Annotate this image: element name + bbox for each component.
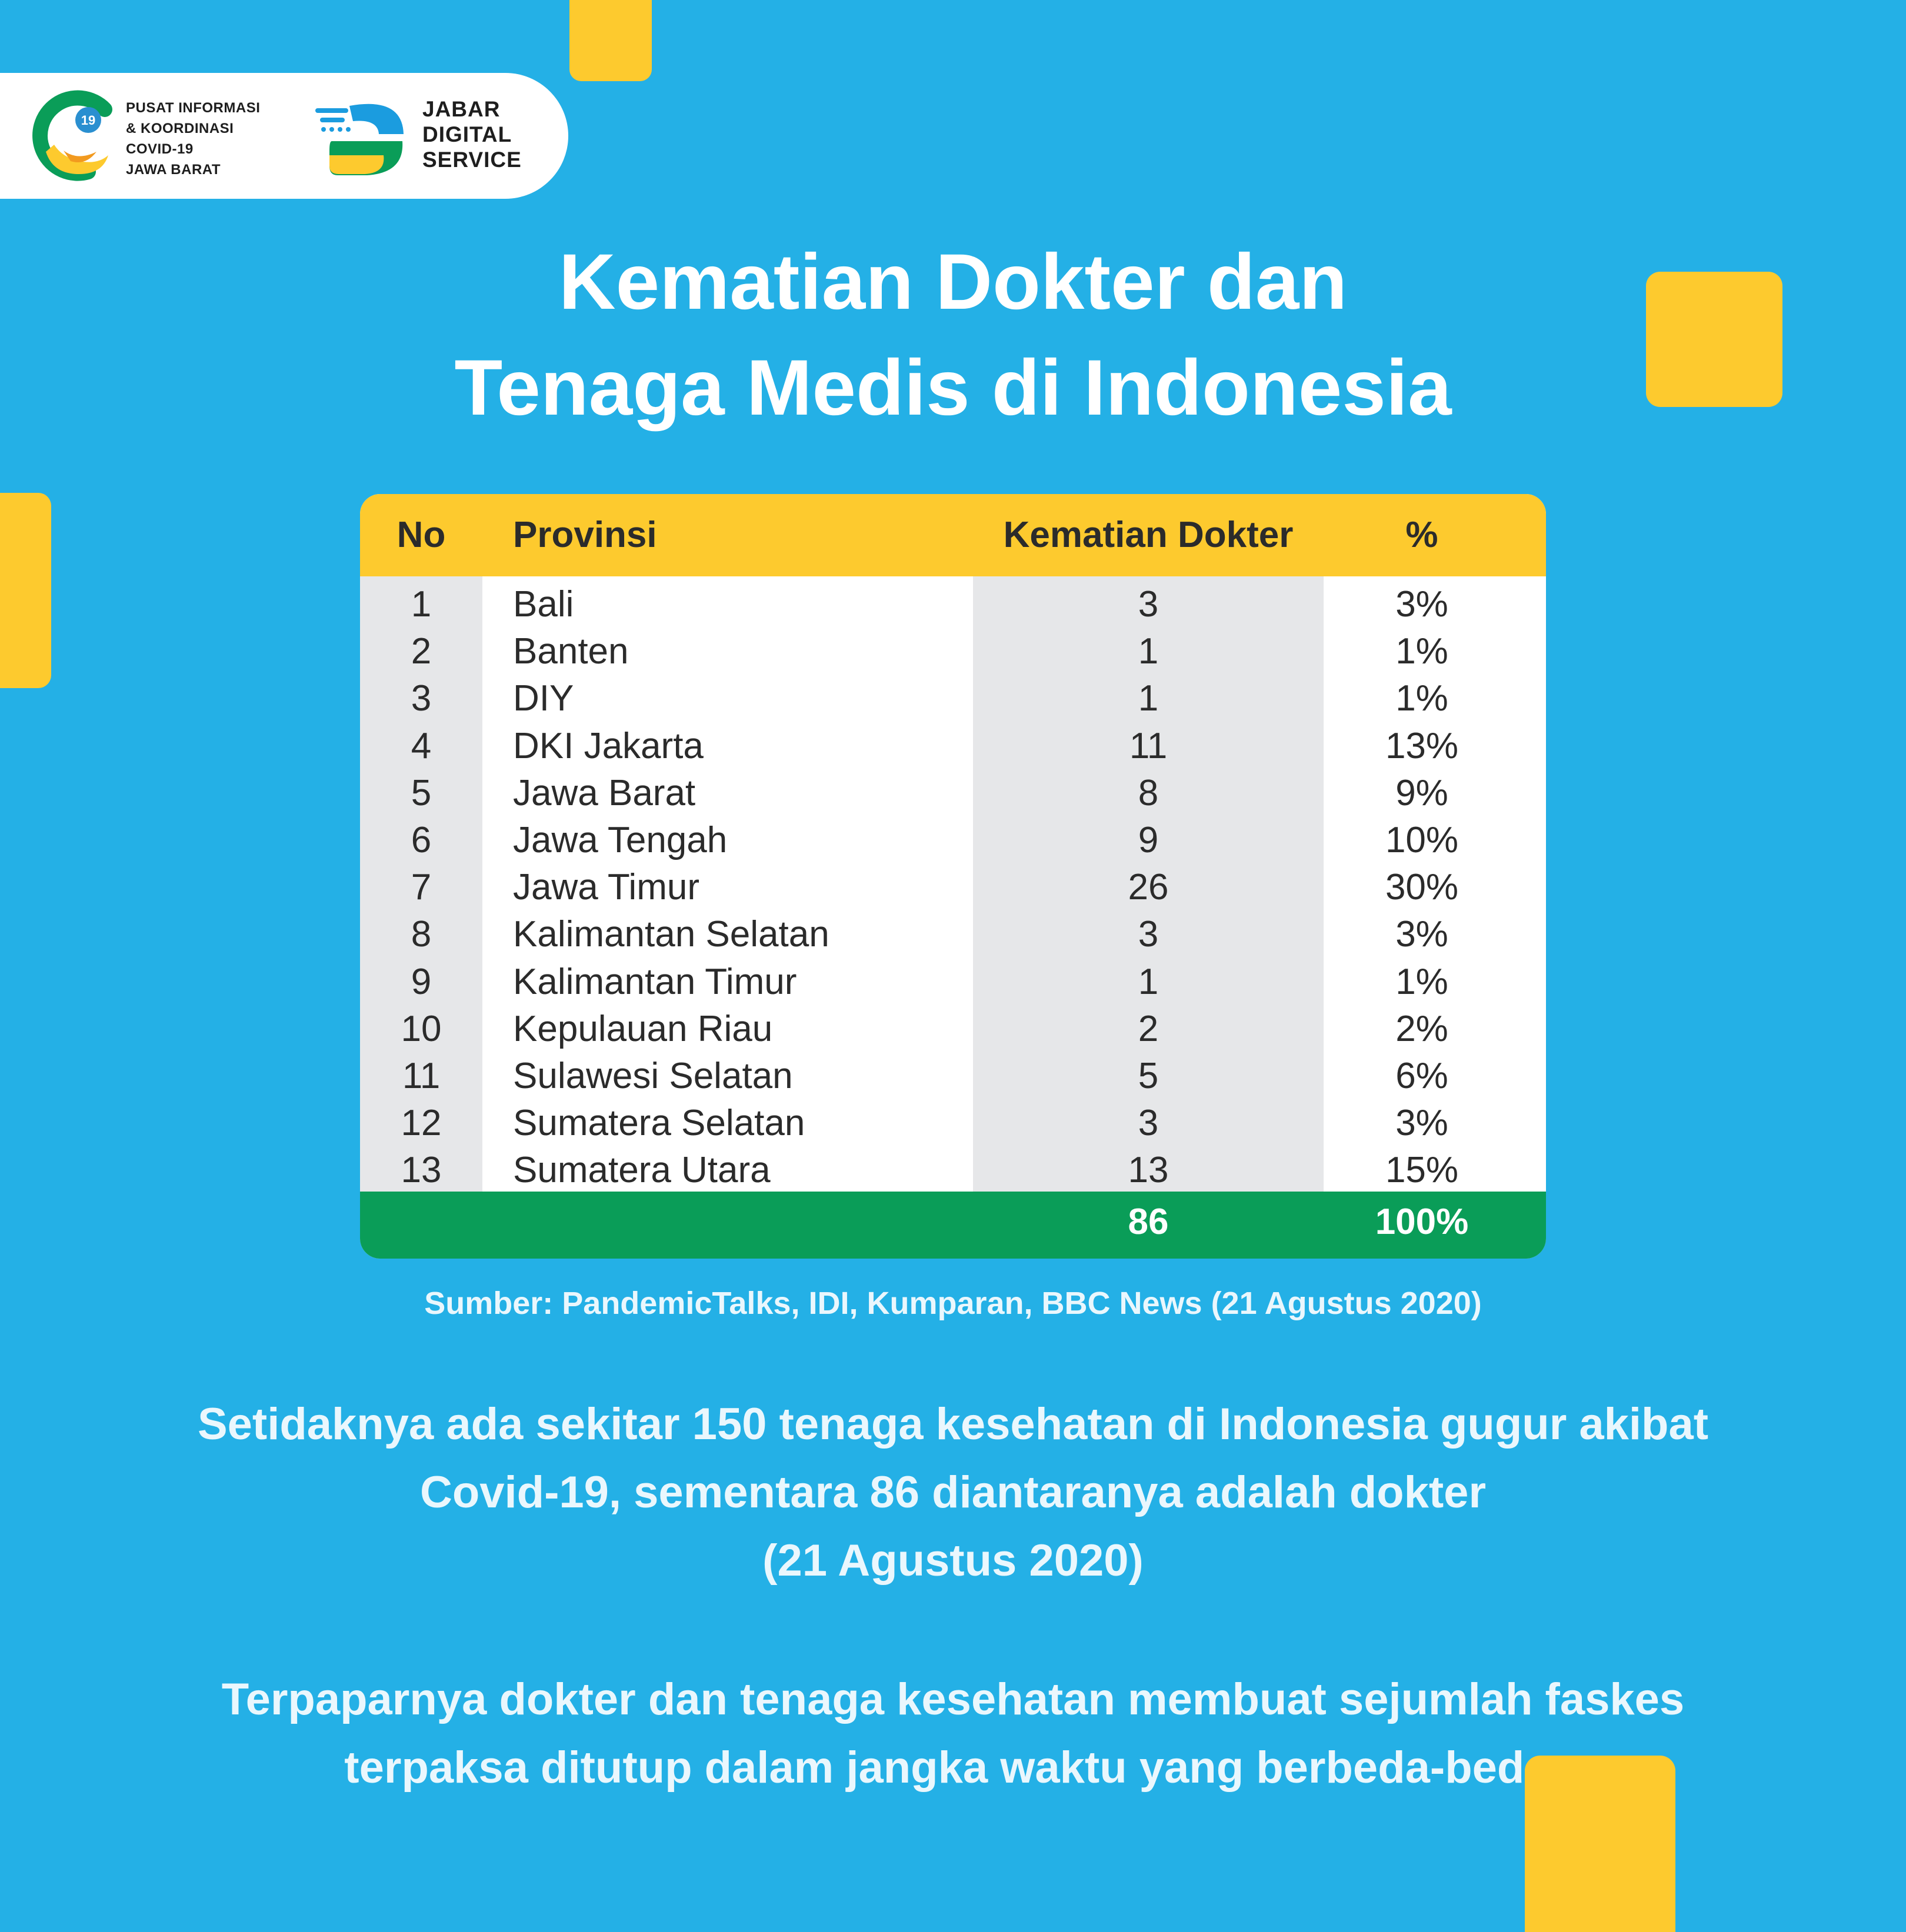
- pikobar-logo-icon: 19: [32, 90, 112, 181]
- row-deaths: 11: [1129, 726, 1168, 766]
- table-body: 1 Bali 3 3% 2 Banten 1 1% 3 DIY 1 1% 4 DKI Jakarta 11 1…: [360, 576, 1546, 1192]
- row-deaths: 5: [1138, 1056, 1159, 1096]
- row-number: 7: [411, 867, 432, 907]
- row-province: Jawa Timur: [513, 867, 699, 907]
- row-number: 8: [411, 914, 432, 955]
- row-number: 1: [411, 584, 432, 625]
- decorative-square-bottom: [1525, 1756, 1675, 1932]
- summary-line: Setidaknya ada sekitar 150 tenaga keseha…: [197, 1399, 1709, 1449]
- summary-paragraph: Setidaknya ada sekitar 150 tenaga keseha…: [0, 1390, 1906, 1595]
- impact-line: Terpaparnya dokter dan tenaga kesehatan …: [221, 1674, 1685, 1724]
- row-province: Sumatera Utara: [513, 1150, 771, 1190]
- column-header-percent: %: [1405, 515, 1438, 555]
- row-province: Bali: [513, 584, 574, 625]
- row-number: 5: [411, 773, 432, 813]
- row-province: DKI Jakarta: [513, 726, 704, 766]
- source-note: Sumber: PandemicTalks, IDI, Kumparan, BB…: [424, 1286, 1482, 1321]
- pikobar-line: & KOORDINASI: [126, 121, 234, 136]
- row-province: Sumatera Selatan: [513, 1103, 805, 1143]
- row-province: Kepulauan Riau: [513, 1009, 773, 1049]
- pikobar-line: COVID-19: [126, 141, 194, 157]
- row-number: 2: [411, 631, 432, 672]
- row-percent: 3%: [1395, 914, 1448, 955]
- row-number: 3: [411, 678, 432, 719]
- covid-badge-label: 19: [81, 113, 95, 128]
- row-deaths: 3: [1138, 584, 1159, 625]
- jds-logo-text: JABAR DIGITAL SERVICE: [422, 96, 564, 172]
- row-percent: 2%: [1395, 1009, 1448, 1049]
- logo-bar: 19 PUSAT INFORMASI & KOORDINASI COVID-19…: [0, 73, 568, 199]
- row-percent: 1%: [1395, 631, 1448, 672]
- decorative-square-left: [0, 493, 51, 688]
- impact-paragraph: Terpaparnya dokter dan tenaga kesehatan …: [0, 1666, 1906, 1802]
- pikobar-line: JAWA BARAT: [126, 162, 221, 178]
- row-percent: 3%: [1395, 1103, 1448, 1143]
- total-deaths: 86: [1128, 1202, 1169, 1242]
- row-deaths: 1: [1138, 678, 1159, 719]
- table-header: No Provinsi Kematian Dokter %: [360, 494, 1546, 576]
- title-line-1: Kematian Dokter dan: [558, 238, 1348, 326]
- row-percent: 6%: [1395, 1056, 1448, 1096]
- total-percent: 100%: [1375, 1202, 1469, 1242]
- row-percent: 9%: [1395, 773, 1448, 813]
- row-province: Banten: [513, 631, 629, 672]
- row-deaths: 3: [1138, 1103, 1159, 1143]
- summary-line: Covid-19, sementara 86 diantaranya adala…: [419, 1467, 1487, 1517]
- row-number: 10: [401, 1009, 442, 1049]
- column-shade-no: [360, 576, 482, 1192]
- row-province: DIY: [513, 678, 574, 719]
- table-total-row: 86 100%: [360, 1192, 1546, 1259]
- row-province: Kalimantan Timur: [513, 962, 797, 1002]
- data-table: No Provinsi Kematian Dokter % 1 Bali 3 3% 2 B…: [360, 494, 1546, 1259]
- row-number: 11: [402, 1056, 441, 1096]
- row-percent: 13%: [1385, 726, 1459, 766]
- column-header-deaths: Kematian Dokter: [1003, 515, 1294, 555]
- column-header-province: Provinsi: [513, 515, 657, 555]
- row-number: 13: [401, 1150, 442, 1190]
- jds-line: JABAR: [422, 97, 501, 121]
- title-line-2: Tenaga Medis di Indonesia: [454, 344, 1452, 432]
- page-title: Kematian Dokter dan Tenaga Medis di Indo…: [0, 229, 1906, 441]
- column-shade-deaths: [973, 576, 1324, 1192]
- row-deaths: 3: [1138, 914, 1159, 955]
- row-deaths: 1: [1138, 962, 1159, 1002]
- jds-line: DIGITAL: [422, 122, 512, 146]
- row-percent: 30%: [1385, 867, 1459, 907]
- row-number: 12: [401, 1103, 442, 1143]
- row-province: Kalimantan Selatan: [513, 914, 829, 955]
- row-deaths: 13: [1128, 1150, 1169, 1190]
- row-number: 4: [411, 726, 432, 766]
- pikobar-line: PUSAT INFORMASI: [126, 100, 261, 116]
- jds-logo-icon: [315, 104, 404, 175]
- row-number: 9: [411, 962, 432, 1002]
- row-deaths: 26: [1128, 867, 1169, 907]
- decorative-square-top: [569, 0, 652, 81]
- row-percent: 10%: [1385, 820, 1459, 860]
- row-number: 6: [411, 820, 432, 860]
- row-percent: 3%: [1395, 584, 1448, 625]
- impact-line: terpaksa ditutup dalam jangka waktu yang…: [344, 1743, 1562, 1793]
- row-deaths: 8: [1138, 773, 1159, 813]
- row-percent: 15%: [1385, 1150, 1459, 1190]
- row-province: Jawa Barat: [513, 773, 696, 813]
- summary-line: (21 Agustus 2020): [762, 1536, 1144, 1586]
- row-percent: 1%: [1395, 962, 1448, 1002]
- row-deaths: 9: [1138, 820, 1159, 860]
- jds-line: SERVICE: [422, 148, 522, 172]
- row-deaths: 2: [1138, 1009, 1159, 1049]
- pikobar-logo-text: PUSAT INFORMASI & KOORDINASI COVID-19 JA…: [126, 98, 285, 180]
- row-province: Sulawesi Selatan: [513, 1056, 793, 1096]
- decorative-square-right: [1646, 272, 1782, 407]
- row-province: Jawa Tengah: [513, 820, 728, 860]
- row-percent: 1%: [1395, 678, 1448, 719]
- column-header-no: No: [396, 515, 446, 555]
- row-deaths: 1: [1138, 631, 1159, 672]
